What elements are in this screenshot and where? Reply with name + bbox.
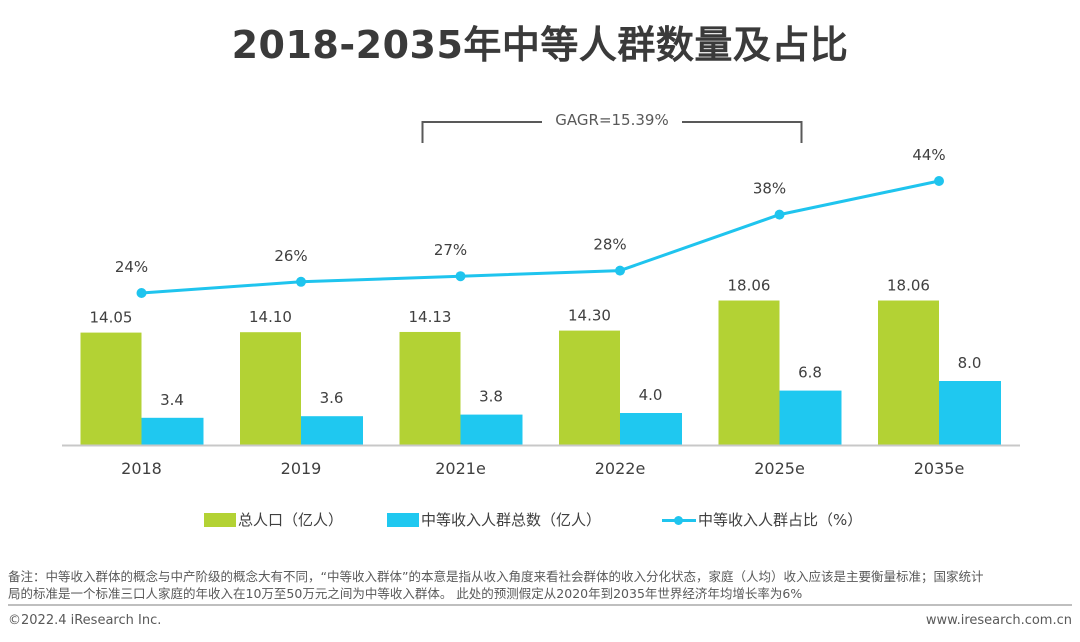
bar-total-population [718,300,780,445]
footnote: 备注：中等收入群体的概念与中产阶级的概念大有不同，“中等收入群体”的本意是指从收… [8,568,1076,602]
x-tick-label: 2035e [914,459,965,478]
x-tick-label: 2019 [281,459,322,478]
bar-middle-income-count [460,414,523,445]
point-middle-income-share [934,176,944,186]
legend-swatch-blue [387,512,419,527]
bar-total-population [240,332,301,445]
bar-total-population [399,331,461,445]
legend-label: 中等收入人群总数（亿人） [421,511,602,529]
x-tick-label: 2022e [595,459,646,478]
data-label-middle-income-count: 3.8 [479,388,503,406]
bar-middle-income-count [939,381,1001,445]
bar-middle-income-count [779,390,842,445]
series-middle-income-count [141,381,1001,445]
website-link[interactable]: www.iresearch.com.cn [925,613,1072,628]
data-label-middle-income-count: 3.4 [160,391,184,409]
bar-total-population [878,300,939,445]
data-label-middle-income-count: 6.8 [798,364,822,382]
point-middle-income-share [136,288,147,298]
x-tick-label: 2021e [435,459,486,478]
bar-middle-income-count [141,417,204,445]
data-label-middle-income-count: 8.0 [958,354,982,372]
data-label-middle-income-share: 44% [912,146,945,164]
copyright: ©2022.4 iResearch Inc. [8,613,162,628]
data-label-middle-income-share: 28% [593,236,626,254]
data-label-total-population: 14.05 [90,309,133,327]
point-middle-income-share [455,271,466,282]
data-label-middle-income-share: 27% [434,241,467,259]
data-label-middle-income-share: 26% [274,247,307,265]
bracket-left [421,121,542,143]
bar-total-population [80,332,142,445]
x-tick-label: 2025e [754,459,805,478]
footnote-line-1: 备注：中等收入群体的概念与中产阶级的概念大有不同，“中等收入群体”的本意是指从收… [8,569,984,584]
chart-title: 2018-2035年中等人群数量及占比 [231,23,849,67]
legend-label: 中等收入人群占比（%） [698,511,863,529]
point-middle-income-share [296,276,306,287]
data-label-total-population: 14.10 [249,308,292,326]
data-label-total-population: 14.30 [568,307,611,325]
legend-item-middle-income-count[interactable]: 中等收入人群总数（亿人） [387,509,601,530]
legend-label: 总人口（亿人） [238,511,344,529]
legend-item-total-population[interactable]: 总人口（亿人） [204,509,343,530]
data-label-middle-income-count: 4.0 [639,386,663,404]
legend: 总人口（亿人） 中等收入人群总数（亿人） 中等收入人群占比（%） [0,509,1080,533]
bracket-right [682,121,803,143]
data-label-middle-income-count: 3.6 [320,389,344,407]
legend-line-marker-icon [662,513,696,527]
data-label-total-population: 18.06 [728,277,771,295]
legend-item-middle-income-share[interactable]: 中等收入人群占比（%） [662,509,862,530]
legend-swatch-green [204,512,236,527]
footer-divider [8,604,1072,606]
cagr-label: GAGR=15.39% [555,111,668,129]
point-middle-income-share [774,209,785,220]
x-tick-label: 2018 [121,459,162,478]
data-label-middle-income-share: 24% [115,258,148,276]
line-middle-income-share [141,179,940,295]
bar-total-population [559,330,620,445]
series-middle-income-share [136,176,944,298]
bar-middle-income-count [620,413,682,445]
data-label-total-population: 18.06 [887,277,930,295]
cagr-annotation: GAGR=15.39% [421,111,803,143]
footnote-line-2: 局的标准是一个标准三口人家庭的年收入在10万至50万元之间为中等收入群体。 此处… [8,586,803,601]
data-label-total-population: 14.13 [409,308,452,326]
data-label-middle-income-share: 38% [753,180,786,198]
point-middle-income-share [615,265,625,276]
series-total-population [80,300,939,445]
bar-middle-income-count [301,416,363,445]
